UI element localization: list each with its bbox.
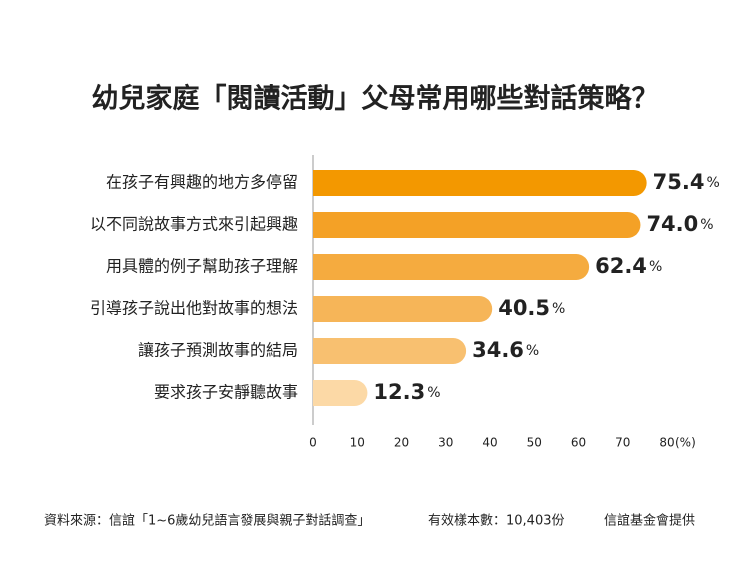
y-tick-label: 引導孩子說出他對故事的想法: [90, 299, 298, 318]
y-tick-label: 以不同說故事方式來引起興趣: [90, 215, 298, 234]
bar: [313, 296, 493, 322]
y-tick-label: 用具體的例子幫助孩子理解: [106, 257, 298, 276]
value-label: 62.4%: [595, 254, 662, 278]
x-tick-label: 40: [482, 436, 497, 450]
sample-note: 有效樣本數：10,403份: [428, 514, 565, 529]
value-label: 74.0%: [646, 212, 713, 236]
value-label: 34.6%: [472, 338, 539, 362]
value-label: 40.5%: [498, 296, 565, 320]
x-tick-label: 0: [309, 436, 317, 450]
x-tick-label: 60: [571, 436, 586, 450]
x-tick-label: 80: [659, 436, 674, 450]
bar: [313, 170, 647, 196]
bar: [313, 212, 641, 238]
credit-note: 信誼基金會提供: [604, 513, 695, 529]
source-note: 資料來源：信誼「1~6歲幼兒語言發展與親子對話調查」: [44, 513, 370, 529]
bar: [313, 338, 467, 364]
y-tick-label: 要求孩子安靜聽故事: [154, 383, 298, 402]
x-tick-label: 30: [438, 436, 453, 450]
y-tick-label: 讓孩子預測故事的結局: [138, 341, 298, 360]
bar: [313, 254, 590, 280]
x-tick-label: 70: [615, 436, 630, 450]
x-tick-label: 10: [350, 436, 365, 450]
x-tick-label: 50: [527, 436, 542, 450]
value-label: 12.3%: [373, 380, 440, 404]
x-axis-label: (%): [675, 436, 696, 450]
chart-title: 幼兒家庭「閱讀活動」父母常用哪些對話策略？: [92, 83, 659, 115]
bar: [313, 380, 368, 406]
x-tick-label: 20: [394, 436, 409, 450]
value-label: 75.4%: [653, 170, 720, 194]
y-tick-label: 在孩子有興趣的地方多停留: [106, 173, 298, 192]
